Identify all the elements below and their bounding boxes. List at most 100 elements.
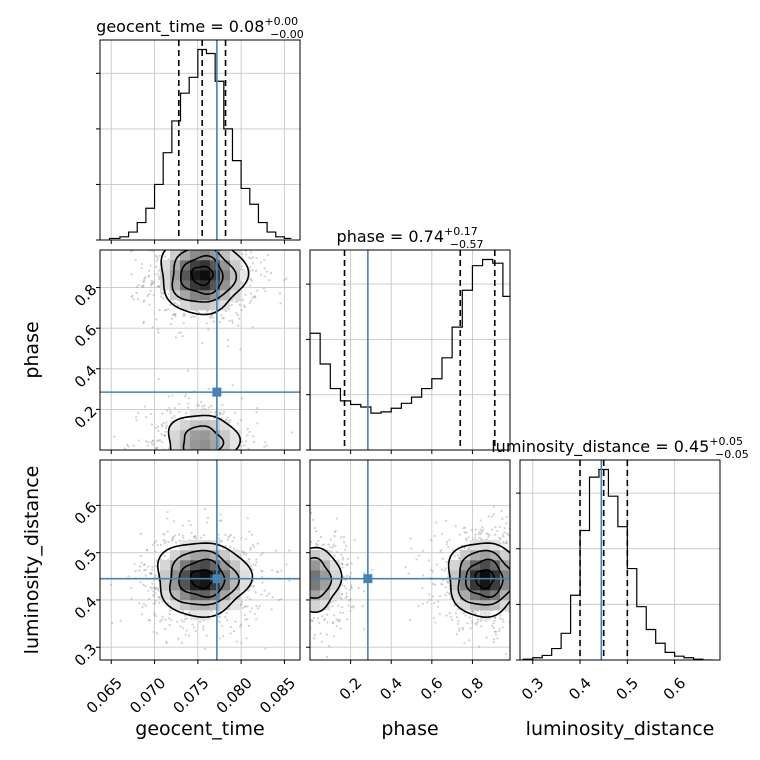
sample-point: [467, 536, 470, 539]
sample-point: [297, 564, 299, 566]
sample-point: [533, 597, 535, 599]
density-cell: [480, 540, 491, 551]
sample-point: [213, 246, 215, 248]
sample-point: [316, 543, 320, 546]
sample-point: [259, 554, 262, 557]
sample-point: [162, 296, 165, 300]
sample-point: [174, 336, 177, 339]
density-cell: [180, 250, 191, 261]
ylabel-phase: phase: [21, 321, 43, 378]
density-cell: [180, 560, 191, 571]
xlabel-phase: phase: [381, 718, 438, 740]
sample-point: [302, 590, 304, 592]
hist-bar: [206, 53, 215, 240]
density-cell: [160, 560, 171, 571]
sample-point: [187, 228, 189, 230]
sample-point: [196, 457, 198, 459]
sample-point: [512, 580, 514, 582]
density-cell: [190, 560, 201, 571]
sample-point: [497, 629, 501, 633]
sample-point: [199, 485, 201, 487]
sample-point: [178, 410, 181, 413]
sample-point: [175, 470, 177, 472]
sample-point: [501, 517, 504, 520]
sample-point: [230, 232, 232, 234]
sample-point: [183, 395, 187, 398]
sample-point: [142, 280, 145, 283]
sample-point: [209, 242, 211, 244]
sample-point: [464, 614, 467, 617]
sample-point: [154, 447, 157, 450]
density-cell: [460, 600, 471, 611]
density-cell: [190, 270, 201, 281]
x-tick-label: 0.3: [518, 674, 548, 704]
sample-point: [248, 266, 252, 269]
sample-point: [230, 319, 234, 322]
scatter-panel-luminosity-distance-vs-geocent-time: [100, 460, 300, 660]
sample-point: [243, 304, 246, 307]
sample-point: [338, 619, 341, 622]
sample-point: [209, 316, 212, 319]
density-cell: [460, 550, 471, 561]
density-cell: [170, 290, 181, 301]
sample-point: [266, 634, 268, 636]
sample-point: [521, 578, 523, 580]
sample-point: [246, 617, 249, 621]
sample-point: [143, 405, 146, 408]
sample-point: [311, 619, 314, 623]
sample-point: [158, 309, 161, 312]
sample-point: [522, 560, 524, 562]
sample-point: [157, 595, 160, 599]
y-tick-label: 0.8: [71, 281, 101, 311]
sample-point: [573, 525, 575, 527]
sample-point: [160, 423, 163, 426]
sample-point: [234, 454, 236, 456]
sample-point: [251, 261, 255, 264]
sample-point: [157, 275, 161, 278]
sample-point: [211, 316, 215, 319]
sample-point: [492, 641, 495, 644]
sample-point: [236, 300, 239, 303]
sample-point: [244, 253, 247, 256]
sample-point: [186, 369, 190, 372]
sample-point: [558, 573, 560, 575]
sample-point: [123, 447, 126, 450]
sample-point: [247, 447, 250, 450]
hist-bar: [232, 161, 241, 240]
sample-point: [241, 440, 244, 443]
sample-point: [200, 243, 202, 245]
sample-point: [287, 595, 289, 597]
sample-point: [499, 537, 502, 541]
sample-point: [426, 601, 429, 604]
sample-point: [221, 412, 224, 416]
sample-point: [521, 538, 523, 540]
sample-point: [220, 540, 223, 543]
sample-point: [195, 462, 197, 464]
sample-point: [516, 588, 518, 590]
sample-point: [292, 575, 294, 577]
sample-point: [285, 563, 288, 566]
sample-point: [304, 540, 306, 542]
sample-point: [446, 591, 449, 594]
density-cell: [320, 580, 331, 591]
sample-point: [514, 565, 516, 567]
sample-point: [219, 451, 221, 453]
sample-point: [262, 225, 264, 227]
sample-point: [295, 545, 297, 547]
sample-point: [528, 620, 530, 622]
sample-point: [280, 569, 283, 572]
x-tick-label: 0.5: [612, 674, 642, 704]
sample-point: [343, 584, 346, 588]
sample-point: [251, 268, 254, 272]
sample-point: [249, 284, 252, 287]
density-cell: [220, 260, 231, 271]
sample-point: [142, 279, 146, 282]
sample-point: [279, 576, 281, 578]
sample-point: [171, 394, 174, 397]
sample-point: [178, 403, 181, 406]
sample-point: [305, 621, 307, 623]
sample-point: [288, 530, 290, 532]
sample-point: [184, 488, 186, 490]
sample-point: [305, 572, 307, 574]
density-cell: [190, 280, 201, 291]
